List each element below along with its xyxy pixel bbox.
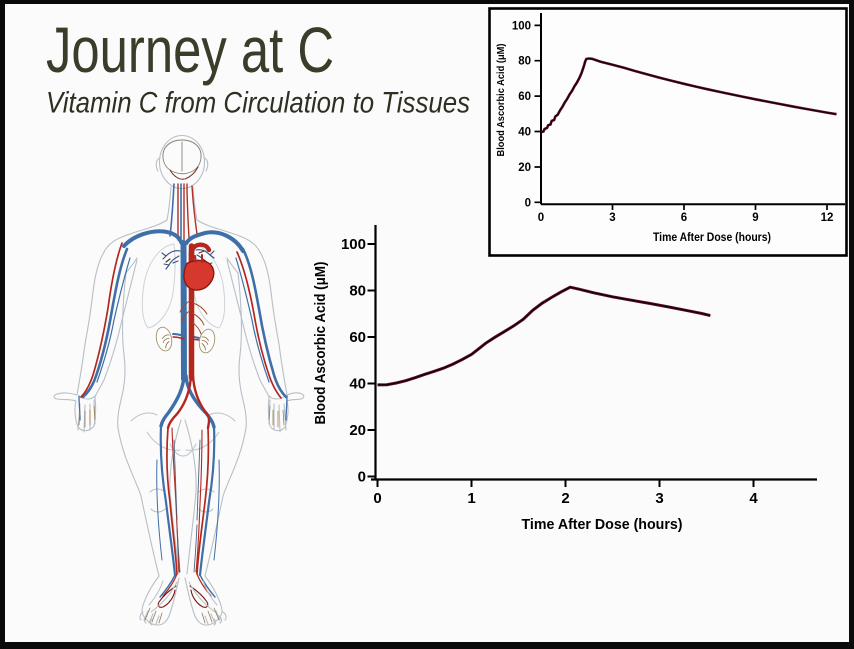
- svg-text:20: 20: [349, 422, 366, 439]
- svg-text:1: 1: [467, 490, 475, 507]
- svg-text:3: 3: [655, 490, 663, 507]
- svg-text:0: 0: [373, 490, 381, 507]
- svg-text:6: 6: [681, 212, 687, 224]
- svg-text:100: 100: [341, 236, 366, 253]
- svg-text:80: 80: [349, 283, 366, 300]
- svg-text:20: 20: [518, 162, 531, 174]
- svg-text:0: 0: [525, 197, 531, 209]
- svg-text:0: 0: [358, 469, 366, 486]
- svg-text:80: 80: [518, 56, 531, 68]
- svg-text:60: 60: [349, 329, 366, 346]
- svg-text:Time After Dose (hours): Time After Dose (hours): [522, 516, 683, 533]
- svg-text:9: 9: [752, 212, 758, 224]
- svg-text:0: 0: [538, 212, 544, 224]
- svg-text:Time After Dose (hours): Time After Dose (hours): [653, 232, 771, 244]
- svg-text:40: 40: [518, 127, 531, 139]
- svg-text:Vitamin C from Circulation to: Vitamin C from Circulation to Tissues: [46, 87, 470, 120]
- svg-text:Blood Ascorbic Acid (μM): Blood Ascorbic Acid (μM): [496, 44, 507, 157]
- svg-text:12: 12: [821, 212, 834, 224]
- svg-text:2: 2: [561, 490, 569, 507]
- svg-text:4: 4: [749, 490, 758, 507]
- svg-text:60: 60: [518, 91, 531, 103]
- svg-text:40: 40: [349, 376, 366, 393]
- svg-text:Blood Ascorbic Acid (μM): Blood Ascorbic Acid (μM): [313, 261, 329, 424]
- svg-text:100: 100: [512, 20, 531, 32]
- svg-text:Journey at C: Journey at C: [46, 14, 334, 86]
- svg-text:3: 3: [609, 212, 615, 224]
